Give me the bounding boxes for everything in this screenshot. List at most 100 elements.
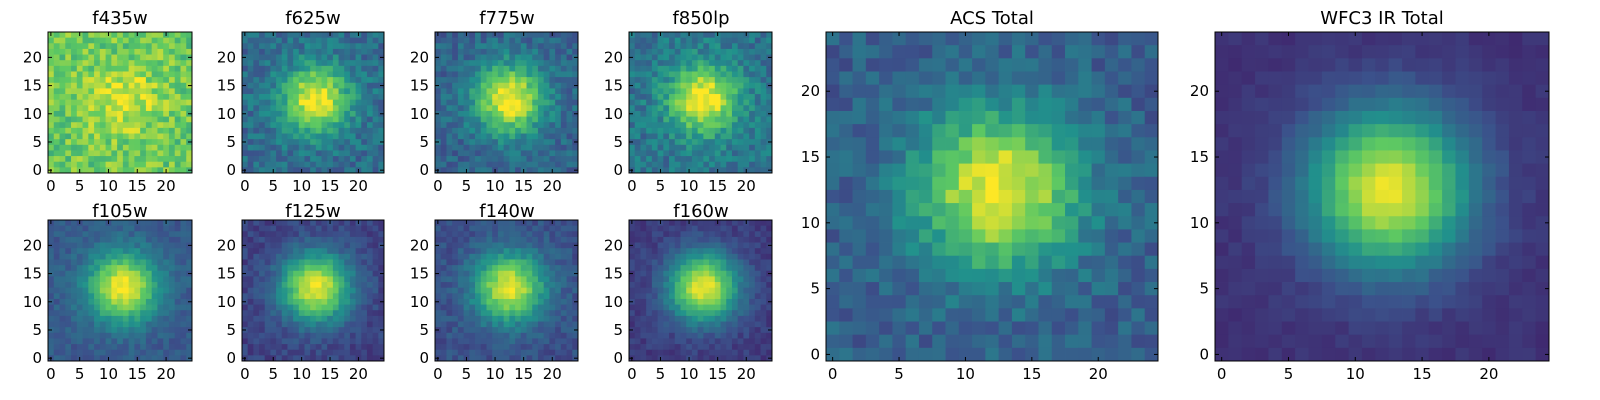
heatmap-cell: [151, 242, 158, 249]
heatmap-cell: [304, 276, 311, 283]
heatmap-cell: [555, 77, 562, 84]
heatmap-cell: [88, 344, 95, 351]
heatmap-cell: [281, 293, 288, 300]
heatmap-cell: [737, 298, 744, 305]
heatmap-cell: [766, 287, 773, 294]
heatmap-cell: [76, 310, 83, 317]
heatmap-cell: [298, 298, 305, 305]
heatmap-cell: [566, 161, 573, 168]
heatmap-cell: [526, 298, 533, 305]
heatmap-cell: [304, 127, 311, 134]
heatmap-cell: [766, 220, 773, 227]
heatmap-cell: [128, 77, 135, 84]
heatmap-cell: [515, 60, 522, 67]
heatmap-cell: [111, 225, 118, 232]
heatmap-cell: [435, 122, 442, 129]
heatmap-cell: [99, 344, 106, 351]
heatmap-cell: [53, 37, 60, 44]
heatmap-cell: [270, 259, 277, 266]
heatmap-cell: [94, 236, 101, 243]
heatmap-cell: [674, 156, 681, 163]
heatmap-cell: [697, 156, 704, 163]
heatmap-cell: [486, 231, 493, 238]
heatmap-cell: [509, 287, 516, 294]
heatmap-cell: [720, 71, 727, 78]
heatmap-cell: [680, 110, 687, 117]
heatmap-cell: [566, 77, 573, 84]
heatmap-cell: [560, 43, 567, 50]
heatmap-cell: [526, 225, 533, 232]
heatmap-cell: [122, 259, 130, 266]
heatmap-cell: [760, 253, 767, 260]
heatmap-cell: [503, 54, 510, 61]
heatmap-cell: [186, 144, 193, 151]
heatmap-cell: [760, 293, 767, 300]
heatmap-cell: [338, 225, 345, 232]
heatmap-cell: [646, 127, 653, 134]
heatmap-cell: [140, 349, 147, 356]
heatmap-cell: [186, 304, 193, 311]
heatmap-cell: [94, 298, 101, 305]
heatmap-cell: [310, 127, 317, 134]
heatmap-cell: [344, 161, 351, 168]
heatmap-cell: [82, 344, 89, 351]
heatmap-cell: [497, 122, 505, 129]
heatmap-cell: [134, 150, 141, 157]
heatmap-cell: [760, 161, 767, 168]
heatmap-cell: [560, 54, 567, 61]
heatmap-cell: [134, 60, 141, 67]
heatmap-cell: [543, 48, 550, 55]
heatmap-cell: [680, 225, 687, 232]
heatmap-cell: [651, 265, 658, 272]
heatmap-cell: [270, 71, 277, 78]
heatmap-cell: [186, 156, 193, 163]
heatmap-cell: [520, 298, 527, 305]
heatmap-cell: [338, 315, 345, 322]
heatmap-cell: [71, 265, 78, 272]
heatmap-cell: [549, 133, 556, 140]
heatmap-cell: [349, 43, 356, 50]
heatmap-cell: [253, 110, 260, 117]
heatmap-cell: [304, 332, 311, 339]
heatmap-cell: [366, 276, 374, 283]
heatmap-cell: [186, 77, 193, 84]
heatmap-cell: [111, 231, 118, 238]
heatmap-cell: [749, 127, 756, 134]
heatmap-cell: [151, 105, 158, 112]
heatmap-cell: [355, 304, 362, 311]
heatmap-cell: [446, 298, 453, 305]
heatmap-cell: [526, 156, 533, 163]
heatmap-cell: [264, 265, 271, 272]
heatmap-cell: [720, 259, 727, 266]
heatmap-cell: [549, 332, 556, 339]
heatmap-cell: [537, 82, 545, 89]
heatmap-cell: [480, 133, 487, 140]
heatmap-cell: [566, 144, 573, 151]
heatmap-cell: [157, 156, 164, 163]
heatmap-cell: [186, 71, 193, 78]
heatmap-cell: [749, 265, 756, 272]
heatmap-cell: [105, 88, 112, 95]
heatmap-cell: [646, 32, 653, 39]
heatmap-cell: [264, 259, 271, 266]
heatmap-cell: [157, 225, 164, 232]
heatmap-cell: [59, 344, 66, 351]
heatmap-cell: [492, 259, 499, 266]
heatmap-cell: [754, 88, 761, 95]
heatmap-cell: [497, 144, 505, 151]
heatmap-cell: [709, 105, 716, 112]
heatmap-cell: [686, 43, 693, 50]
heatmap-cell: [503, 116, 510, 123]
heatmap-cell: [720, 60, 727, 67]
heatmap-cell: [82, 282, 89, 289]
heatmap-cell: [168, 144, 176, 151]
heatmap-cell: [332, 332, 339, 339]
heatmap-cell: [726, 65, 733, 72]
heatmap-cell: [549, 259, 556, 266]
heatmap-cell: [766, 32, 773, 39]
heatmap-cell: [457, 242, 464, 249]
heatmap-cell: [122, 321, 130, 328]
heatmap-cell: [697, 298, 704, 305]
heatmap-cell: [247, 99, 254, 106]
heatmap-cell: [457, 99, 464, 106]
